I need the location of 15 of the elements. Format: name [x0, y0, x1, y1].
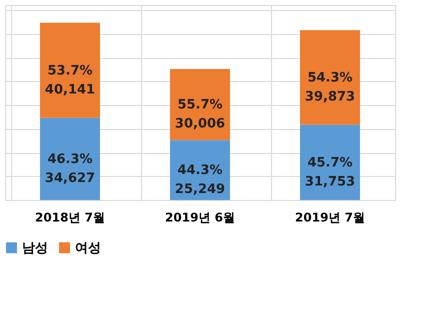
data-label: 54.3% 39,873	[304, 70, 356, 104]
bar	[40, 22, 100, 118]
bar	[40, 118, 100, 200]
bar	[300, 124, 360, 200]
data-label: 53.7% 40,141	[44, 63, 96, 98]
x-tick-label: 2019년 6월	[165, 210, 235, 224]
x-tick-label: 2018년 7월	[35, 210, 105, 224]
data-label: 45.7% 31,753	[304, 155, 356, 190]
legend-label: 여성	[75, 240, 101, 256]
legend-label: 남성	[22, 240, 48, 256]
data-label: 46.3% 34,627	[44, 152, 96, 186]
bar	[300, 30, 360, 125]
data-label: 44.3% 25,249	[174, 163, 226, 198]
data-label: 55.7% 30,006	[174, 98, 226, 132]
x-tick-label: 2019년 7월	[295, 210, 365, 224]
